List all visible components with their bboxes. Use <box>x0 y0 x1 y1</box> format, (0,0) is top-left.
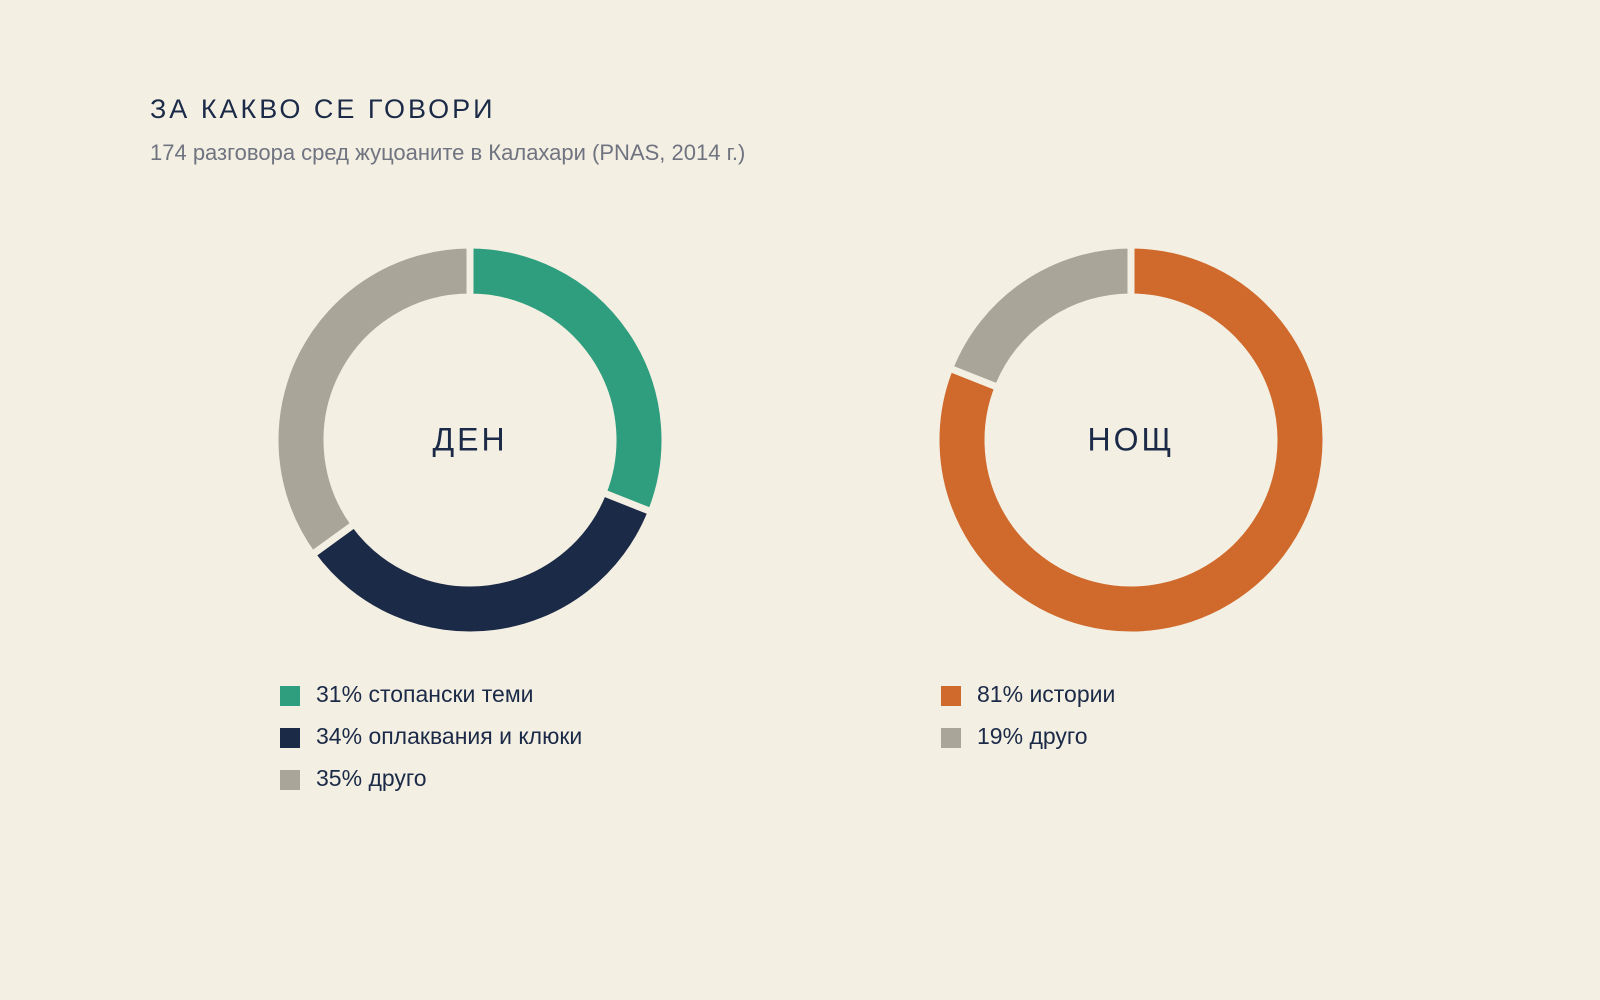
legend-label: 34% оплаквания и клюки <box>316 723 582 749</box>
center-label: ДЕН <box>432 421 507 457</box>
legend-label: 81% истории <box>977 681 1115 707</box>
legend-swatch <box>941 728 961 748</box>
legend-swatch <box>941 686 961 706</box>
donut-segment <box>307 488 656 639</box>
legend-label: 19% друго <box>977 723 1088 749</box>
legend-value: 34% <box>316 723 362 749</box>
legend-category: оплаквания и клюки <box>368 723 582 749</box>
legend-swatch <box>280 728 300 748</box>
legend-value: 81% <box>977 681 1023 707</box>
legend-category: друго <box>1029 723 1087 749</box>
center-label: НОЩ <box>1088 421 1175 457</box>
donut-segment <box>932 241 1330 639</box>
chart-title: ЗА КАКВО СЕ ГОВОРИ <box>150 94 496 124</box>
legend-value: 35% <box>316 765 362 791</box>
legend-category: истории <box>1029 681 1115 707</box>
legend-label: 31% стопански теми <box>316 681 533 707</box>
chart-subtitle: 174 разговора сред жуцоаните в Калахари … <box>150 140 745 165</box>
legend-swatch <box>280 686 300 706</box>
donut-segment <box>945 241 1135 392</box>
legend-category: друго <box>368 765 426 791</box>
legend-value: 19% <box>977 723 1023 749</box>
donut-segment <box>271 241 474 560</box>
legend-category: стопански теми <box>368 681 533 707</box>
donut-segment <box>466 241 669 517</box>
legend-swatch <box>280 770 300 790</box>
legend-label: 35% друго <box>316 765 427 791</box>
legend-value: 31% <box>316 681 362 707</box>
